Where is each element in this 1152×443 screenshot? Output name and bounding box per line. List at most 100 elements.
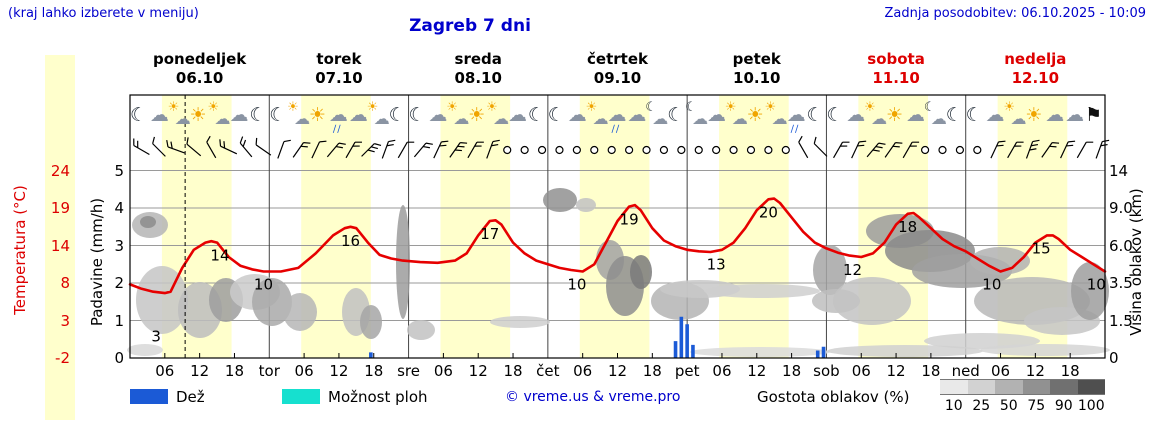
rain-legend-swatch: [130, 389, 168, 404]
cloud-scale-segment: [1022, 379, 1050, 395]
x-axis-label: 06: [712, 362, 732, 380]
cloud-density-label: Gostota oblakov (%): [757, 388, 910, 406]
wind-barbs: [133, 135, 1110, 159]
moon-icon: ☾: [806, 104, 824, 126]
x-axis-label: 18: [503, 362, 523, 380]
x-axis-label: 18: [921, 362, 941, 380]
x-axis-label: pet: [674, 362, 700, 380]
sun-icon: ☀: [309, 104, 327, 126]
left-accent-strip: [45, 55, 75, 420]
moon-icon: ☾: [527, 104, 545, 126]
x-axis-label: 18: [364, 362, 384, 380]
sun-cloud-icon: ☀ ☁: [287, 100, 311, 128]
x-axis-label: 12: [607, 362, 628, 380]
x-axis-label: 18: [782, 362, 802, 380]
sun-cloud-icon: ☀ ☁: [446, 100, 470, 128]
moon-icon: ☾: [826, 104, 844, 126]
moon-icon: ☾: [388, 104, 406, 126]
svg-text:16: 16: [341, 232, 360, 250]
x-axis-labels: 06 12 18 tor 06 12 18 sre 06 12 18 čet 06 12 18 pet 06 12…: [0, 362, 1152, 380]
cloud-icon: ☁: [1065, 104, 1085, 126]
x-axis-label: 18: [1060, 362, 1080, 380]
cloud-scale-value: 90: [1054, 398, 1073, 414]
day-header: torek 07.10: [315, 50, 363, 87]
showers-legend-swatch: [282, 389, 320, 404]
sun-cloud-icon: ☀ ☁: [724, 100, 748, 128]
cloud-scale-segment: [967, 379, 995, 395]
sun-cloud-icon: ☀ ☁: [207, 100, 231, 128]
day-header: nedelja 12.10: [1004, 50, 1067, 87]
svg-text:18: 18: [898, 218, 917, 236]
x-axis-label: 18: [224, 362, 244, 380]
sun-icon: ☀: [468, 104, 486, 126]
credit-link[interactable]: © vreme.us & vreme.pro: [505, 389, 681, 405]
cloud-drizzle-icon: ☁ ∕∕: [786, 104, 806, 135]
svg-text:10: 10: [1087, 275, 1106, 293]
precip-tick: 1: [114, 311, 124, 330]
x-axis-label: 12: [886, 362, 906, 380]
svg-text:10: 10: [567, 275, 586, 293]
cloud-icon: ☁: [706, 104, 726, 126]
x-axis-label: 06: [851, 362, 871, 380]
cloud-tick: 1.5: [1109, 311, 1133, 330]
cloud-icon: ☁: [428, 104, 448, 126]
x-axis-label: 06: [990, 362, 1011, 380]
svg-text:10: 10: [982, 275, 1001, 293]
precip-tick: 5: [114, 161, 124, 180]
temp-tick: 8: [60, 274, 70, 292]
cloud-icon: ☁: [149, 104, 169, 126]
last-update: Zadnja posodobitev: 06.10.2025 - 10:09: [884, 6, 1146, 21]
moon-icon: ☾: [667, 104, 685, 126]
cloud-tick: 6.0: [1109, 236, 1133, 255]
x-axis-label: 06: [294, 362, 314, 380]
cloud-scale-segment: [1077, 379, 1105, 395]
moon-cloud-icon: ☾ ☁: [923, 100, 947, 128]
moon-icon: ☾: [129, 104, 147, 126]
x-axis-label: 12: [468, 362, 488, 380]
cloud-scale-value: 25: [972, 398, 991, 414]
svg-text:14: 14: [210, 247, 229, 265]
temp-tick: 3: [60, 311, 70, 330]
day-header: sobota 11.10: [867, 50, 925, 87]
cloud-icon: ☁: [508, 104, 527, 126]
sun-cloud-icon: ☀ ☁: [1003, 100, 1027, 128]
day-header: četrtek 09.10: [587, 50, 648, 87]
cloud-scale-value: 10: [944, 398, 963, 414]
precip-tick: 4: [114, 199, 124, 217]
x-axis-label: 06: [433, 362, 453, 380]
svg-text:10: 10: [254, 275, 273, 293]
sun-cloud-icon: ☀ ☁: [486, 100, 510, 128]
sun-cloud-icon: ☀ ☁: [366, 100, 390, 128]
svg-text:3: 3: [151, 327, 161, 345]
svg-text:12: 12: [843, 261, 862, 279]
temp-tick: 24: [50, 161, 70, 180]
x-axis-label: tor: [258, 362, 280, 380]
svg-text:20: 20: [759, 203, 778, 221]
cloud-icon: ☁: [229, 104, 249, 126]
svg-text:15: 15: [1032, 239, 1051, 257]
moon-icon: ☾: [547, 104, 565, 126]
cloud-icon: ☁: [567, 104, 587, 126]
cloud-tick: 0: [1109, 349, 1119, 367]
temp-value-labels: 3 14 10 16 17 10 19 13 20 12 18 10 15 10: [151, 203, 1105, 345]
x-axis-label: ned: [951, 362, 980, 380]
rain-legend-label: Dež: [176, 388, 205, 406]
moon-icon: ☾: [408, 104, 426, 126]
x-axis-label: 12: [329, 362, 349, 380]
svg-text:13: 13: [707, 255, 726, 273]
precip-tick: 3: [114, 236, 124, 255]
bottom-ticks: [164, 353, 1071, 358]
moon-cloud-icon: ☾ ☁: [685, 100, 709, 128]
sun-cloud-icon: ☀ ☁: [764, 100, 788, 128]
svg-text:19: 19: [620, 211, 639, 229]
cloud-icon: ☁: [348, 104, 368, 126]
day-header: petek 10.10: [732, 50, 781, 87]
day-header: sreda 08.10: [454, 50, 502, 87]
cloud-scale-segment: [1050, 379, 1078, 395]
sun-cloud-icon: ☀ ☁: [167, 100, 191, 128]
svg-text:17: 17: [480, 225, 499, 243]
temp-tick: 14: [50, 236, 70, 255]
cloud-scale-value: 100: [1077, 398, 1105, 414]
sun-icon: ☀: [1025, 104, 1043, 126]
